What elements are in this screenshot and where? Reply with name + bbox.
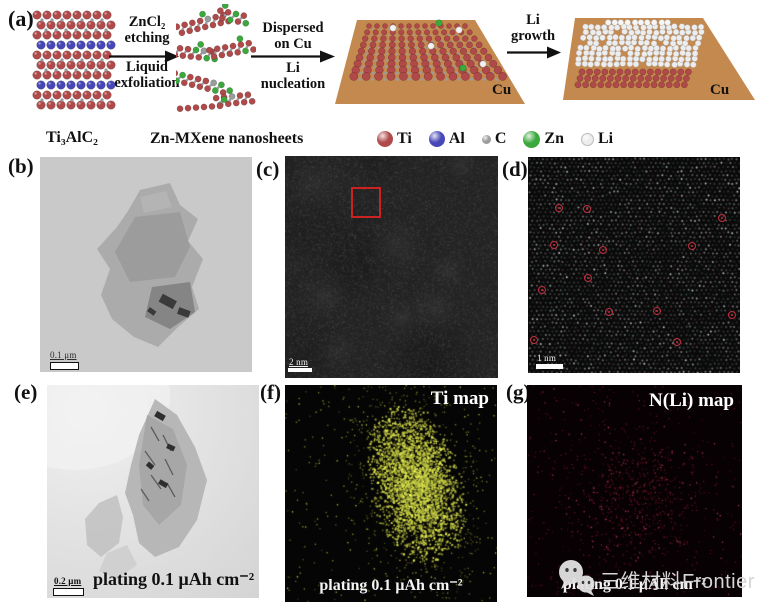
panel-b-label: (b) bbox=[8, 154, 34, 178]
legend-label: Ti bbox=[397, 130, 412, 147]
marked-atom bbox=[728, 311, 736, 319]
arrow-right-icon bbox=[251, 50, 335, 63]
al-atom-icon bbox=[428, 131, 445, 147]
panel-b-tem-image: 0.1 μm bbox=[40, 157, 252, 372]
step2-line3: Li bbox=[286, 60, 300, 76]
step1-top-text: ZnCl₂ etching bbox=[106, 14, 188, 46]
marked-atom bbox=[550, 241, 558, 249]
plating-caption: plating 0.1 μAh cm⁻² bbox=[319, 577, 463, 594]
zn-atom-icon bbox=[523, 130, 541, 148]
legend-label: Al bbox=[448, 130, 465, 147]
c-atom-icon bbox=[481, 134, 491, 144]
panel-d-atomic-image: 1 nm bbox=[528, 157, 740, 373]
li-atom-icon bbox=[580, 132, 594, 146]
legend-item-ti: Ti bbox=[377, 130, 412, 148]
marked-atom bbox=[653, 307, 661, 315]
plating-caption: plating 0.1 μAh cm⁻² bbox=[93, 569, 255, 589]
nanosheet-flake bbox=[97, 183, 203, 347]
legend-label: Li bbox=[597, 130, 614, 147]
atom-marker-layer bbox=[528, 157, 740, 373]
legend-label: C bbox=[494, 130, 507, 147]
li-map-canvas bbox=[527, 385, 742, 597]
panel-f-eds-map: Ti map plating 0.1 μAh cm⁻² bbox=[285, 385, 497, 602]
product-label: Zn-MXene nanosheets bbox=[150, 130, 304, 147]
arrow-right-icon bbox=[109, 50, 179, 63]
legend-item-li: Li bbox=[580, 130, 614, 148]
selection-box bbox=[351, 187, 381, 218]
cu-substrate2-label: Cu bbox=[710, 82, 730, 98]
scale-bar-text: 0.2 μm bbox=[54, 576, 82, 586]
panel-d-label: (d) bbox=[502, 157, 528, 181]
marked-atom bbox=[599, 246, 607, 254]
watermark: 三维材料Frontier bbox=[556, 558, 755, 600]
cu-substrate1-label: Cu bbox=[492, 82, 512, 98]
scale-bar bbox=[536, 364, 563, 369]
legend-item-al: Al bbox=[428, 130, 465, 148]
scale-bar bbox=[50, 362, 79, 370]
panel-e-label: (e) bbox=[14, 380, 38, 404]
ti3alc2-stack-svg bbox=[32, 10, 116, 110]
scale-bar-text: 2 nm bbox=[289, 357, 309, 367]
step2-line2: on Cu bbox=[274, 36, 312, 52]
marked-atom bbox=[605, 308, 613, 316]
reactant-formula: Ti₃AlC₂ bbox=[46, 129, 98, 146]
nanosheet-flake bbox=[47, 385, 207, 579]
step2-top-text: Dispersed on Cu bbox=[250, 20, 336, 52]
step3-line2: growth bbox=[510, 28, 556, 44]
mxene-nanosheets-illustration bbox=[168, 2, 257, 123]
li-growth-illustration bbox=[556, 10, 768, 115]
step1-line4: exfoliation bbox=[114, 75, 180, 91]
scale-bar bbox=[53, 588, 84, 596]
map-title: N(Li) map bbox=[649, 390, 734, 411]
step1-bottom-text: Liquid exfoliation bbox=[102, 59, 192, 91]
step1-line2: etching bbox=[124, 30, 170, 46]
ti-map-canvas bbox=[285, 385, 497, 602]
step2-bottom-text: Li nucleation bbox=[250, 60, 336, 92]
step2-line4: nucleation bbox=[260, 76, 326, 92]
arrow-right-icon bbox=[507, 46, 561, 59]
step1-line3: Liquid bbox=[126, 59, 168, 75]
ti-atom-icon bbox=[377, 131, 393, 147]
panel-a-label: (a) bbox=[8, 6, 34, 31]
legend-label: Zn bbox=[544, 130, 564, 147]
panel-g-label: (g) bbox=[506, 380, 531, 404]
legend-item-c: C bbox=[481, 130, 507, 148]
step3-line1: Li bbox=[526, 12, 540, 28]
legend-item-zn: Zn bbox=[523, 130, 564, 148]
wechat-icon bbox=[559, 560, 595, 596]
step1-line1: ZnCl₂ bbox=[128, 14, 166, 30]
panel-e-tem-image: 0.2 μm plating 0.1 μAh cm⁻² bbox=[47, 385, 259, 598]
map-title: Ti map bbox=[430, 388, 489, 409]
marked-atom bbox=[688, 242, 696, 250]
marked-atom bbox=[673, 338, 681, 346]
step2-line1: Dispersed bbox=[262, 20, 324, 36]
cu-substrate1-svg bbox=[335, 19, 525, 104]
step3-text: Li growth bbox=[498, 12, 568, 44]
scale-bar-text: 1 nm bbox=[537, 353, 557, 363]
panel-c-label: (c) bbox=[256, 157, 280, 181]
atomic-lattice-canvas bbox=[528, 157, 740, 373]
cu-substrate2-svg bbox=[563, 18, 755, 100]
marked-atom bbox=[718, 214, 726, 222]
marked-atom bbox=[555, 204, 563, 212]
marked-atom bbox=[583, 205, 591, 213]
atom-legend: Ti Al C Zn Li bbox=[377, 126, 613, 152]
marked-atom bbox=[538, 286, 546, 294]
hrtem-texture-canvas bbox=[285, 156, 498, 378]
panel-f-label: (f) bbox=[260, 380, 281, 404]
marked-atom bbox=[584, 274, 592, 282]
panel-c-hrtem-image: 2 nm bbox=[285, 156, 498, 378]
scale-bar bbox=[288, 368, 312, 372]
ti3alc2-stack-illustration bbox=[30, 8, 116, 119]
watermark-text: 三维材料Frontier bbox=[600, 570, 755, 593]
mxene-on-cu-illustration bbox=[335, 16, 530, 115]
scale-bar-text: 0.1 μm bbox=[50, 350, 77, 360]
mxene-nanosheets-svg bbox=[168, 2, 257, 113]
panel-g-eds-map: N(Li) map plating 0.1 μAh cm⁻² bbox=[527, 385, 742, 597]
marked-atom bbox=[530, 336, 538, 344]
plating-caption: plating 0.1 μAh cm⁻² bbox=[562, 576, 707, 593]
